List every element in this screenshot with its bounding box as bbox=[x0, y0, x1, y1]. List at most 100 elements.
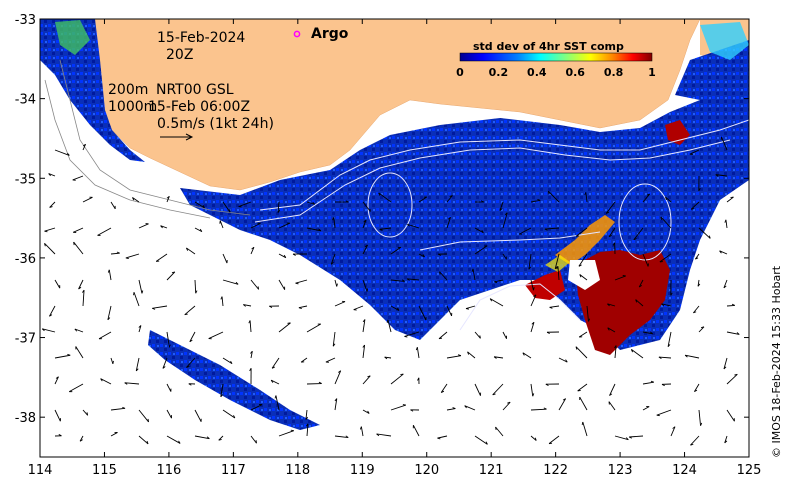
current-vector bbox=[305, 409, 308, 420]
current-vector-head bbox=[479, 335, 481, 339]
current-vector-head bbox=[578, 264, 582, 267]
current-vector-head bbox=[74, 328, 78, 332]
y-tick-label: -38 bbox=[15, 411, 36, 426]
current-vector bbox=[633, 227, 644, 240]
current-vector bbox=[353, 305, 364, 311]
current-vector-head bbox=[439, 271, 441, 275]
current-vector bbox=[725, 219, 728, 229]
current-vector-head bbox=[384, 356, 388, 360]
current-vector bbox=[72, 175, 84, 181]
colorbar-tick-label: 0 bbox=[456, 66, 464, 79]
current-vector-head bbox=[195, 290, 198, 294]
current-vector bbox=[418, 253, 425, 258]
current-vector-head bbox=[79, 439, 83, 442]
current-vector bbox=[107, 305, 112, 320]
current-vector-head bbox=[363, 219, 367, 223]
current-vector-head bbox=[138, 325, 142, 328]
current-vector-head bbox=[379, 228, 383, 231]
y-tick-label: -34 bbox=[15, 93, 36, 108]
colorbar-tick-label: 1 bbox=[648, 66, 656, 79]
current-vector bbox=[306, 227, 321, 232]
current-vector-head bbox=[723, 366, 727, 370]
current-vector-head bbox=[531, 321, 535, 325]
current-vector bbox=[390, 247, 402, 255]
current-vector bbox=[492, 383, 504, 396]
current-vector bbox=[407, 278, 420, 281]
current-vector-head bbox=[86, 412, 89, 416]
current-vector bbox=[100, 378, 112, 385]
current-vector bbox=[97, 227, 112, 236]
current-vector-head bbox=[660, 216, 663, 220]
current-vector-head bbox=[670, 292, 673, 296]
current-vector-head bbox=[635, 299, 638, 303]
sst-field-west bbox=[40, 19, 145, 162]
current-vector-head bbox=[292, 253, 296, 256]
current-vector bbox=[660, 216, 672, 229]
current-vector-head bbox=[185, 247, 189, 251]
current-vector bbox=[110, 201, 116, 210]
current-vector bbox=[495, 426, 504, 437]
y-tick-label: -37 bbox=[15, 332, 36, 347]
current-vector-head bbox=[186, 365, 190, 368]
scale-arrow bbox=[160, 133, 194, 141]
current-vector bbox=[582, 421, 588, 437]
current-vectors bbox=[41, 136, 740, 446]
current-vector-head bbox=[471, 268, 474, 272]
current-vector bbox=[219, 220, 224, 229]
current-vector-head bbox=[250, 350, 253, 354]
current-vector-head bbox=[269, 305, 273, 308]
current-vector-head bbox=[274, 395, 277, 399]
current-vector-head bbox=[184, 313, 188, 316]
current-vector bbox=[194, 435, 210, 440]
current-vector bbox=[362, 409, 370, 414]
current-vector-head bbox=[658, 356, 662, 360]
current-vector bbox=[390, 279, 405, 282]
current-vector bbox=[579, 274, 588, 281]
current-vector-head bbox=[697, 283, 701, 287]
current-vector bbox=[186, 247, 196, 255]
current-vector-head bbox=[401, 279, 405, 282]
current-vector bbox=[278, 222, 290, 229]
current-vector bbox=[278, 430, 294, 437]
current-vector-head bbox=[547, 191, 550, 195]
current-vector bbox=[184, 305, 196, 316]
current-vector-head bbox=[41, 328, 45, 332]
current-vector bbox=[133, 292, 140, 307]
current-vector bbox=[502, 212, 508, 229]
current-vector-head bbox=[464, 405, 467, 409]
current-vector bbox=[575, 227, 588, 237]
current-vector bbox=[300, 357, 308, 363]
colorbar-title: std dev of 4hr SST comp bbox=[473, 40, 624, 53]
current-vector-head bbox=[406, 278, 410, 281]
current-vector bbox=[579, 396, 588, 411]
current-vector-head bbox=[537, 198, 541, 201]
current-vector bbox=[238, 201, 252, 207]
current-vector bbox=[609, 383, 616, 396]
current-vector bbox=[384, 356, 392, 359]
current-vector-head bbox=[271, 366, 275, 369]
current-vector-head bbox=[332, 343, 336, 347]
sst-yellow-patch bbox=[545, 255, 570, 272]
current-vector bbox=[642, 406, 650, 411]
current-vector-head bbox=[397, 307, 400, 311]
current-vector bbox=[250, 435, 257, 444]
current-vector-head bbox=[49, 314, 53, 317]
current-vector-head bbox=[522, 352, 525, 356]
current-vector-head bbox=[507, 401, 511, 404]
current-vector bbox=[362, 375, 371, 385]
current-vector bbox=[108, 269, 112, 281]
current-vector-head bbox=[546, 331, 550, 335]
current-vector bbox=[110, 432, 118, 437]
current-vector-head bbox=[543, 407, 547, 410]
x-tick-label: 120 bbox=[414, 463, 439, 478]
current-vector bbox=[614, 435, 629, 441]
current-vector-head bbox=[630, 349, 634, 353]
current-vector bbox=[418, 305, 427, 321]
current-vector bbox=[271, 357, 280, 369]
current-vector-head bbox=[318, 228, 322, 232]
current-vector bbox=[110, 357, 114, 365]
current-vector bbox=[724, 435, 728, 444]
current-vector-head bbox=[169, 344, 171, 348]
current-vector bbox=[494, 279, 504, 283]
product-time-label: 15-Feb 06:00Z bbox=[148, 99, 250, 115]
